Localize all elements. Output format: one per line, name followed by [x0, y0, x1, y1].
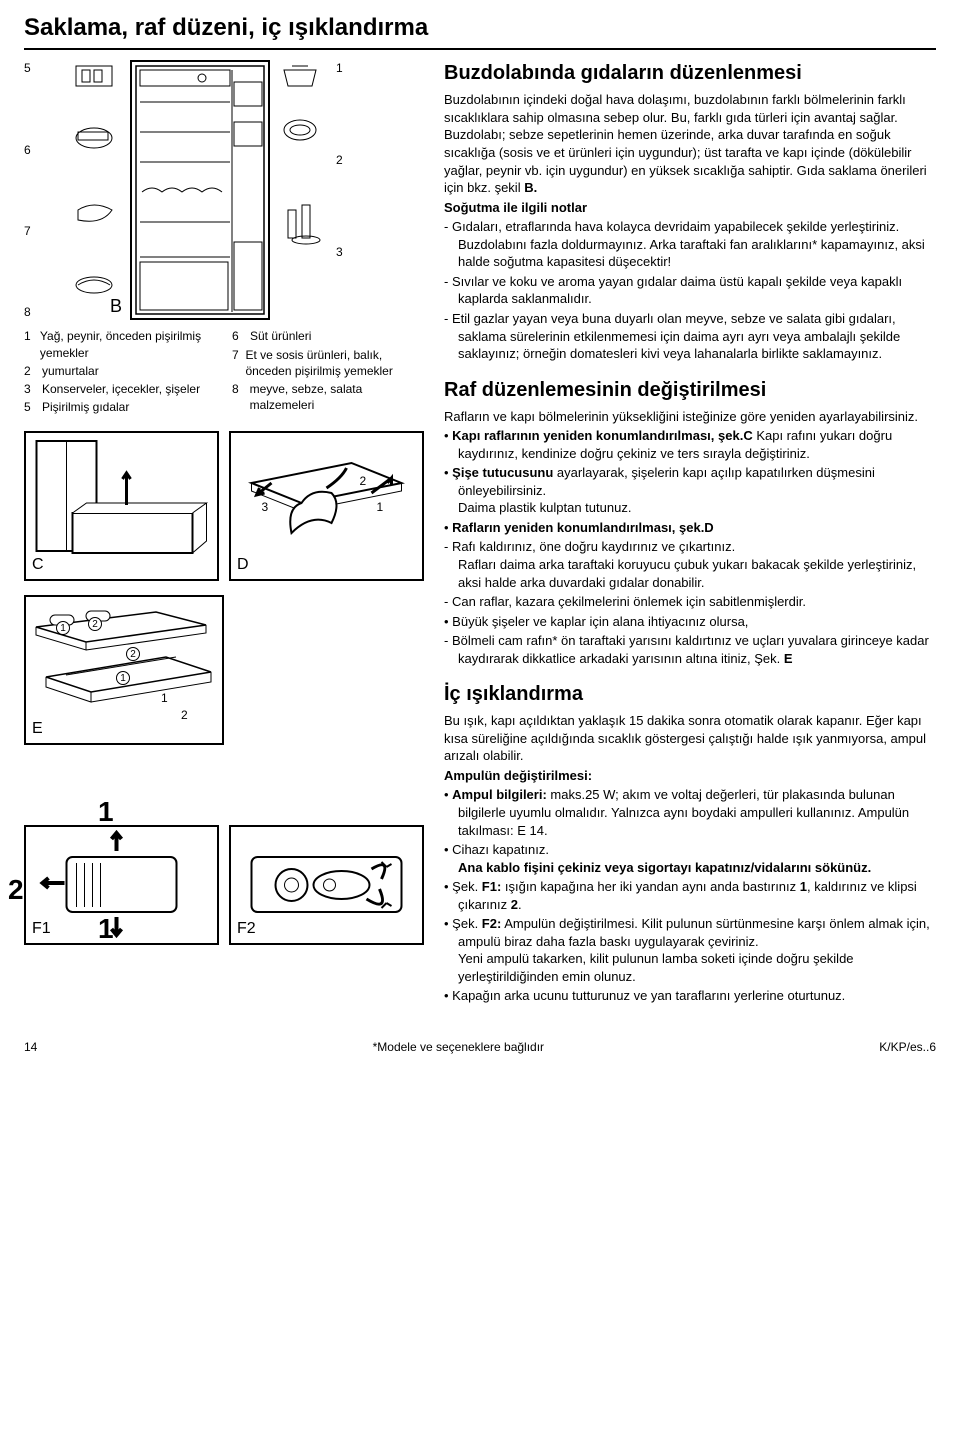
figure-e: 1 2 1 2 2 1 E — [24, 595, 224, 745]
legend-n: 3 — [24, 381, 36, 397]
figure-b-right-numbers: 1 2 3 — [336, 60, 366, 260]
legend-t: Pişirilmiş gıdalar — [42, 399, 129, 415]
section-heading: Raf düzenlemesinin değiştirilmesi — [444, 377, 936, 404]
figure-e-label: E — [32, 718, 43, 740]
text: . — [518, 897, 522, 912]
text: Daima plastik kulptan tutunuz. — [458, 500, 631, 515]
section-food-arrangement: Buzdolabında gıdaların düzenlenmesi Buzd… — [444, 60, 936, 362]
ref-f1: F1: — [482, 879, 502, 894]
figure-b: 5 6 7 8 — [24, 60, 424, 320]
text: Şek. — [452, 879, 482, 894]
figure-c: C — [24, 431, 219, 581]
text: Büyük şişeler ve kaplar için alana ihtiy… — [444, 613, 936, 631]
figure-c-label: C — [32, 554, 44, 576]
figure-b-legend: 1Yağ, peynir, önceden pişirilmiş yemekle… — [24, 328, 424, 417]
figure-d-label: D — [237, 554, 249, 576]
svg-text:1: 1 — [161, 691, 168, 705]
figure-f1-label: F1 — [32, 918, 51, 940]
legend-t: Süt ürünleri — [250, 328, 311, 344]
text: Rafların ve kapı bölmelerinin yüksekliği… — [444, 408, 936, 426]
legend-n: 5 — [24, 399, 36, 415]
text: Bölmeli cam rafın* ön taraftaki yarısını… — [452, 633, 929, 666]
text: Sıvılar ve koku ve aroma yayan gıdalar d… — [444, 273, 936, 308]
text: Buzdolabını fazla doldurmayınız. Arka ta… — [458, 237, 925, 270]
num-8: 8 — [24, 304, 64, 320]
figure-f2-label: F2 — [237, 918, 256, 940]
text: Ampulün değiştirilmesi. Kilit pulunun sü… — [458, 916, 930, 949]
left-column: 5 6 7 8 — [24, 60, 424, 1019]
section-heading: İç ışıklandırma — [444, 681, 936, 708]
legend-t: meyve, sebze, salata malzemeleri — [250, 381, 424, 413]
text: Rafların yeniden konumlandırılması, şek.… — [452, 520, 714, 535]
food-icons-right — [278, 60, 328, 260]
text: Ampul bilgileri: — [452, 787, 547, 802]
page-title: Saklama, raf düzeni, iç ışıklandırma — [24, 12, 936, 50]
svg-text:1: 1 — [377, 500, 384, 514]
legend-t: yumurtalar — [42, 363, 99, 379]
figure-b-left-numbers: 5 6 7 8 — [24, 60, 64, 320]
page-footer: 14 *Modele ve seçeneklere bağlıdır K/KP/… — [24, 1039, 936, 1055]
num-6: 6 — [24, 142, 64, 158]
num-7: 7 — [24, 223, 64, 239]
text: Rafı kaldırınız, öne doğru kaydırınız ve… — [452, 539, 735, 554]
legend-n: 2 — [24, 363, 36, 379]
legend-t: Et ve sosis ürünleri, balık, önceden piş… — [245, 347, 424, 379]
section-heading: Buzdolabında gıdaların düzenlenmesi — [444, 60, 936, 87]
f1-num-top: 1 — [98, 793, 114, 831]
num-2: 2 — [336, 152, 366, 168]
food-icons-left — [72, 60, 122, 320]
ref-e: E — [784, 651, 793, 666]
text: Yeni ampulü takarken, kilit pulunun lamb… — [458, 951, 854, 984]
text: Şişe tutucusunu — [452, 465, 553, 480]
text: Can raflar, kazara çekilmelerini önlemek… — [444, 593, 936, 611]
section-shelf-adjustment: Raf düzenlemesinin değiştirilmesi Raflar… — [444, 377, 936, 668]
num: 1 — [800, 879, 807, 894]
figure-f2: F2 — [229, 825, 424, 945]
text: Kapağın arka ucunu tutturunuz ve yan tar… — [444, 987, 936, 1005]
section-interior-lighting: İç ışıklandırma Bu ışık, kapı açıldıktan… — [444, 681, 936, 1005]
svg-text:2: 2 — [181, 708, 188, 722]
text: Etil gazlar yayan veya buna duyarlı olan… — [444, 310, 936, 363]
page-number: 14 — [24, 1039, 37, 1055]
ref-b: B. — [524, 180, 537, 195]
figure-f1: 1 2 1 F1 — [24, 825, 219, 945]
text: Buzdolabının içindeki doğal hava dolaşım… — [444, 92, 927, 195]
text: Kapı raflarının yeniden konumlandırılmas… — [452, 428, 753, 443]
legend-t: Yağ, peynir, önceden pişirilmiş yemekler — [40, 328, 216, 360]
svg-text:2: 2 — [360, 474, 367, 488]
text: Rafları daima arka taraftaki koruyucu çu… — [458, 557, 916, 590]
num: 2 — [511, 897, 518, 912]
subheading: Soğutma ile ilgili notlar — [444, 199, 936, 217]
text: Bu ışık, kapı açıldıktan yaklaşık 15 dak… — [444, 712, 936, 765]
ref-f2: F2: — [482, 916, 502, 931]
fridge-diagram: B — [130, 60, 270, 320]
text: Şek. — [452, 916, 482, 931]
figure-b-label: B — [110, 294, 122, 318]
text: ışığın kapağına her iki yandan aynı anda… — [501, 879, 799, 894]
text: Gıdaları, etraflarında hava kolayca devr… — [452, 219, 899, 234]
doc-code: K/KP/es..6 — [879, 1039, 936, 1055]
footnote: *Modele ve seçeneklere bağlıdır — [37, 1039, 879, 1055]
num-1: 1 — [336, 60, 366, 76]
text: Ana kablo fişini çekiniz veya sigortayı … — [458, 860, 871, 875]
figures-c-d: C 1 2 3 D — [24, 431, 424, 581]
figures-f: 1 2 1 F1 F2 — [24, 825, 424, 945]
legend-n: 7 — [232, 347, 239, 379]
legend-n: 8 — [232, 381, 244, 413]
legend-n: 6 — [232, 328, 244, 344]
text: Cihazı kapatınız. — [452, 842, 549, 857]
num-5: 5 — [24, 60, 64, 76]
svg-text:3: 3 — [262, 500, 269, 514]
right-column: Buzdolabında gıdaların düzenlenmesi Buzd… — [444, 60, 936, 1019]
figure-d: 1 2 3 D — [229, 431, 424, 581]
f1-num-bot: 1 — [98, 910, 114, 948]
two-column-layout: 5 6 7 8 — [24, 60, 936, 1019]
legend-t: Konserveler, içecekler, şişeler — [42, 381, 200, 397]
subheading: Ampulün değiştirilmesi: — [444, 767, 936, 785]
f1-num-left: 2 — [8, 871, 24, 909]
num-3: 3 — [336, 244, 366, 260]
legend-n: 1 — [24, 328, 34, 360]
